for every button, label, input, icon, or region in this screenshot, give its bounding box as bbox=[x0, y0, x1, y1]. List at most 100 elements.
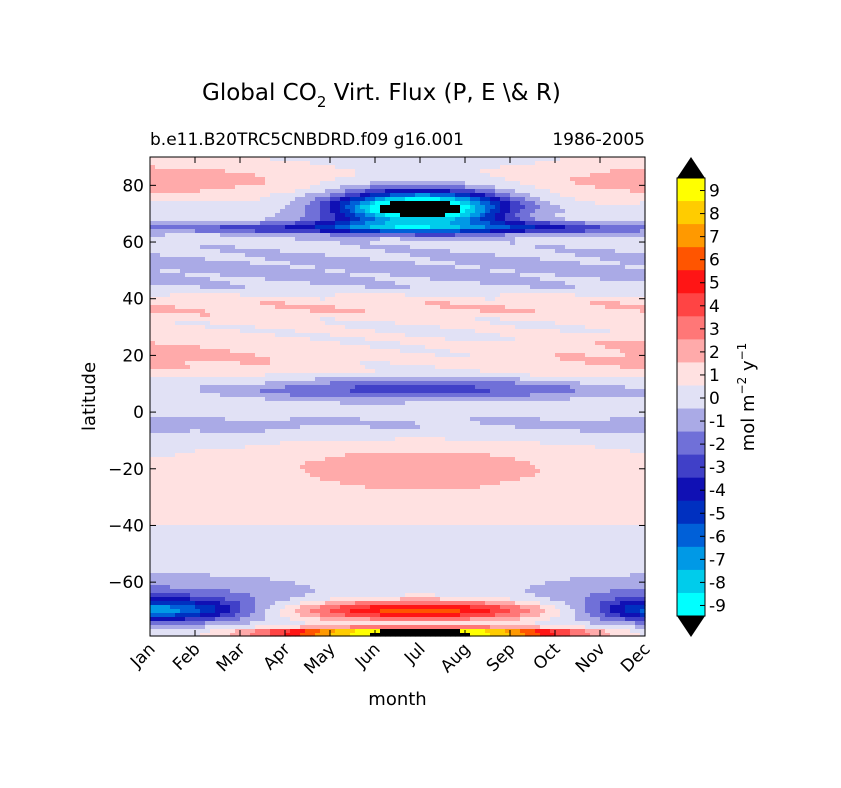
heatmap-cell bbox=[160, 169, 166, 174]
heatmap-cell bbox=[285, 309, 291, 314]
heatmap-cell bbox=[225, 549, 231, 554]
heatmap-cell bbox=[170, 477, 176, 482]
heatmap-cell bbox=[330, 517, 336, 522]
heatmap-cell bbox=[165, 541, 171, 546]
heatmap-cell bbox=[270, 445, 276, 450]
heatmap-cell bbox=[275, 245, 281, 250]
heatmap-cell bbox=[290, 489, 296, 494]
heatmap-cell bbox=[250, 433, 256, 438]
heatmap-cell bbox=[245, 569, 251, 574]
heatmap-field bbox=[150, 157, 646, 637]
heatmap-cell bbox=[340, 221, 346, 226]
heatmap-cell bbox=[265, 633, 271, 637]
heatmap-cell bbox=[150, 273, 156, 278]
heatmap-cell bbox=[310, 209, 316, 214]
heatmap-cell bbox=[300, 373, 306, 378]
heatmap-cell bbox=[270, 313, 276, 318]
heatmap-cell bbox=[320, 509, 326, 514]
heatmap-cell bbox=[175, 593, 181, 598]
heatmap-cell bbox=[255, 329, 261, 334]
heatmap-cell bbox=[335, 541, 341, 546]
heatmap-cell bbox=[285, 501, 291, 506]
heatmap-cell bbox=[335, 525, 341, 530]
heatmap-cell bbox=[150, 233, 156, 238]
heatmap-cell bbox=[205, 273, 211, 278]
heatmap-cell bbox=[310, 305, 316, 310]
heatmap-cell bbox=[290, 433, 296, 438]
heatmap-cell bbox=[205, 465, 211, 470]
heatmap-cell bbox=[270, 497, 276, 502]
heatmap-cell bbox=[175, 249, 181, 254]
heatmap-cell bbox=[175, 301, 181, 306]
heatmap-cell bbox=[275, 285, 281, 290]
heatmap-cell bbox=[205, 593, 211, 598]
heatmap-cell bbox=[245, 473, 251, 478]
heatmap-cell bbox=[255, 237, 261, 242]
heatmap-cell bbox=[280, 361, 286, 366]
heatmap-cell bbox=[270, 345, 276, 350]
heatmap-cell bbox=[245, 189, 251, 194]
heatmap-cell bbox=[175, 437, 181, 442]
heatmap-cell bbox=[280, 625, 286, 630]
heatmap-cell bbox=[245, 417, 251, 422]
heatmap-cell bbox=[345, 521, 351, 526]
heatmap-cell bbox=[275, 381, 281, 386]
heatmap-cell bbox=[240, 449, 246, 454]
heatmap-cell bbox=[225, 321, 231, 326]
heatmap-cell bbox=[245, 253, 251, 258]
heatmap-cell bbox=[165, 329, 171, 334]
heatmap-cell bbox=[215, 189, 221, 194]
heatmap-cell bbox=[205, 453, 211, 458]
heatmap-cell bbox=[275, 329, 281, 334]
heatmap-cell bbox=[180, 589, 186, 594]
heatmap-cell bbox=[205, 517, 211, 522]
heatmap-cell bbox=[320, 573, 326, 578]
heatmap-cell bbox=[205, 393, 211, 398]
heatmap-cell bbox=[345, 497, 351, 502]
heatmap-cell bbox=[285, 445, 291, 450]
heatmap-cell bbox=[240, 505, 246, 510]
heatmap-cell bbox=[255, 573, 261, 578]
heatmap-cell bbox=[245, 209, 251, 214]
heatmap-cell bbox=[195, 609, 201, 614]
heatmap-cell bbox=[265, 369, 271, 374]
heatmap-cell bbox=[325, 513, 331, 518]
heatmap-cell bbox=[340, 157, 346, 162]
heatmap-cell bbox=[190, 325, 196, 330]
heatmap-cell bbox=[195, 633, 201, 637]
heatmap-cell bbox=[295, 333, 301, 338]
heatmap-cell bbox=[215, 525, 221, 530]
heatmap-cell bbox=[215, 509, 221, 514]
heatmap-cell bbox=[325, 633, 331, 637]
heatmap-cell bbox=[270, 557, 276, 562]
heatmap-cell bbox=[300, 633, 306, 637]
heatmap-cell bbox=[175, 529, 181, 534]
heatmap-cell bbox=[175, 501, 181, 506]
heatmap-cell bbox=[210, 257, 216, 262]
heatmap-cell bbox=[235, 473, 241, 478]
heatmap-cell bbox=[270, 389, 276, 394]
heatmap-cell bbox=[190, 397, 196, 402]
heatmap-cell bbox=[330, 321, 336, 326]
heatmap-cell bbox=[195, 425, 201, 430]
heatmap-cell bbox=[260, 457, 266, 462]
heatmap-cell bbox=[320, 241, 326, 246]
heatmap-cell bbox=[315, 561, 321, 566]
heatmap-cell bbox=[270, 477, 276, 482]
heatmap-cell bbox=[170, 601, 176, 606]
heatmap-cell bbox=[235, 337, 241, 342]
heatmap-cell bbox=[210, 613, 216, 618]
heatmap-cell bbox=[265, 581, 271, 586]
heatmap-cell bbox=[295, 489, 301, 494]
heatmap-cell bbox=[225, 173, 231, 178]
heatmap-cell bbox=[160, 317, 166, 322]
heatmap-cell bbox=[280, 325, 286, 330]
heatmap-cell bbox=[195, 553, 201, 558]
heatmap-cell bbox=[275, 385, 281, 390]
heatmap-cell bbox=[265, 445, 271, 450]
heatmap-cell bbox=[325, 277, 331, 282]
heatmap-cell bbox=[245, 377, 251, 382]
heatmap-cell bbox=[280, 477, 286, 482]
heatmap-cell bbox=[220, 373, 226, 378]
heatmap-cell bbox=[195, 229, 201, 234]
